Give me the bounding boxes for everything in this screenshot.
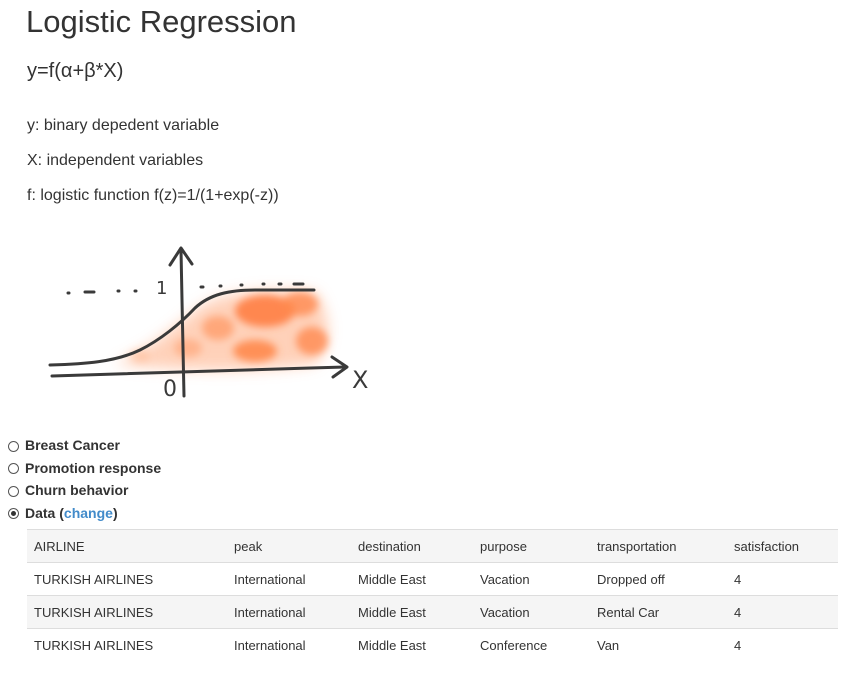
option-promotion-response-label: Promotion response (25, 459, 162, 476)
table-cell: Vacation (473, 595, 590, 629)
data-preview-table: AIRLINE peak destination purpose transpo… (27, 529, 838, 661)
sketch-ink (48, 246, 349, 398)
page-title: Logistic Regression (26, 4, 297, 39)
sketch-one-label: 1 (156, 278, 167, 299)
option-data-label: Data (25, 504, 56, 521)
option-churn-behavior[interactable]: Churn behavior (8, 479, 161, 502)
table-cell: International (227, 628, 351, 661)
option-data[interactable]: Data (change) (8, 502, 161, 525)
definition-y: y: binary depedent variable (27, 117, 220, 134)
option-breast-cancer-label: Breast Cancer (25, 437, 120, 454)
radio-breast-cancer[interactable] (8, 440, 19, 452)
option-churn-behavior-label: Churn behavior (25, 482, 129, 499)
option-data-paren-close: ) (112, 504, 118, 521)
radio-promotion-response[interactable] (8, 463, 19, 475)
table-cell: Vacation (473, 562, 590, 596)
table-row: TURKISH AIRLINES International Middle Ea… (27, 595, 838, 629)
table-cell: International (227, 595, 351, 629)
table-cell: Dropped off (590, 562, 727, 596)
table-cell: 4 (727, 628, 838, 661)
sigmoid-sketch-illustration: 1 0 X (48, 246, 368, 402)
change-data-link[interactable]: change (63, 504, 113, 521)
table-cell: 4 (727, 562, 838, 596)
table-cell: Van (590, 628, 727, 661)
column-header-airline: AIRLINE (27, 529, 227, 563)
option-breast-cancer[interactable]: Breast Cancer (8, 434, 161, 457)
table-cell: Middle East (351, 628, 473, 661)
definition-x: X: independent variables (27, 152, 204, 169)
table-row: TURKISH AIRLINES International Middle Ea… (27, 628, 838, 661)
definition-f: f: logistic function f(z)=1/(1+exp(-z)) (27, 187, 279, 204)
table-cell: International (227, 562, 351, 596)
sketch-x-label: X (352, 366, 368, 394)
table-cell: 4 (727, 595, 838, 629)
table-cell: TURKISH AIRLINES (27, 628, 227, 661)
table-cell: Middle East (351, 562, 473, 596)
sketch-zero-label: 0 (163, 377, 177, 402)
table-cell: Conference (473, 628, 590, 661)
column-header-satisfaction: satisfaction (727, 529, 838, 563)
table-header-row: AIRLINE peak destination purpose transpo… (27, 529, 838, 563)
radio-churn-behavior[interactable] (8, 485, 19, 497)
option-data-paren-open: ( (55, 504, 64, 521)
column-header-transportation: transportation (590, 529, 727, 563)
orange-blobs (130, 292, 328, 362)
column-header-purpose: purpose (473, 529, 590, 563)
table-cell: TURKISH AIRLINES (27, 595, 227, 629)
radio-data[interactable] (8, 508, 19, 520)
table-cell: TURKISH AIRLINES (27, 562, 227, 596)
table-cell: Middle East (351, 595, 473, 629)
column-header-destination: destination (351, 529, 473, 563)
column-header-peak: peak (227, 529, 351, 563)
model-formula: y=f(α+β*X) (27, 60, 124, 82)
table-row: TURKISH AIRLINES International Middle Ea… (27, 562, 838, 596)
option-promotion-response[interactable]: Promotion response (8, 457, 161, 480)
dataset-selector: Breast Cancer Promotion response Churn b… (8, 434, 161, 524)
table-cell: Rental Car (590, 595, 727, 629)
